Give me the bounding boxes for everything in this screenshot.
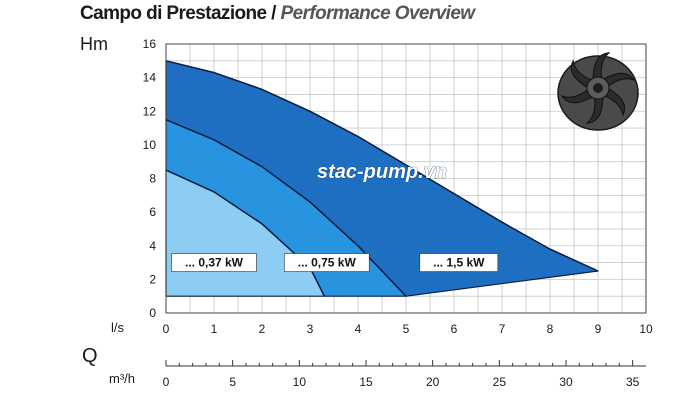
x-tick-label: 5 <box>403 322 410 336</box>
x-tick-label: 2 <box>259 322 266 336</box>
series-label-box <box>284 253 370 272</box>
area-upper-curve <box>165 60 599 272</box>
x-tick-label: 8 <box>547 322 554 336</box>
chart-title: Campo di Prestazione / Performance Overv… <box>80 3 475 25</box>
x-axis-unit-label: l/s <box>111 320 125 335</box>
y-tick-label: 14 <box>143 71 157 85</box>
series-label-box <box>419 253 499 272</box>
x-tick-label: 10 <box>639 322 653 336</box>
x-tick-label: 4 <box>355 322 362 336</box>
series-label: ... 1,5 kW <box>433 256 485 270</box>
x-tick-label: 3 <box>307 322 314 336</box>
secondary-x-tick-label: 25 <box>493 375 507 389</box>
secondary-x-tick-label: 5 <box>229 375 236 389</box>
watermark: stac-pump.vn <box>317 161 447 183</box>
secondary-x-tick-label: 10 <box>293 375 307 389</box>
series-label-box <box>171 253 257 272</box>
y-axis-label: Hm <box>80 34 108 54</box>
secondary-x-tick-label: 35 <box>626 375 640 389</box>
secondary-x-tick-label: 0 <box>163 375 170 389</box>
y-tick-label: 10 <box>143 138 157 152</box>
y-tick-label: 0 <box>149 306 156 320</box>
y-tick-label: 6 <box>149 205 156 219</box>
flow-symbol-label: Q <box>82 345 98 367</box>
plot-frame <box>165 43 647 314</box>
y-tick-label: 16 <box>143 37 157 51</box>
title-main: Campo di Prestazione <box>80 3 267 24</box>
y-tick-label: 4 <box>149 239 156 253</box>
title-separator: / <box>266 3 281 24</box>
x-tick-label: 1 <box>211 322 218 336</box>
x-tick-label: 0 <box>163 322 170 336</box>
series-label: ... 0,75 kW <box>298 256 357 270</box>
y-tick-label: 2 <box>149 272 156 286</box>
secondary-x-tick-label: 15 <box>359 375 373 389</box>
impeller-bore <box>593 83 603 93</box>
y-tick-label: 12 <box>143 104 157 118</box>
impeller-icon <box>557 52 639 131</box>
x-tick-label: 9 <box>595 322 602 336</box>
y-tick-label: 8 <box>149 172 156 186</box>
secondary-x-tick-label: 20 <box>426 375 440 389</box>
series-label: ... 0,37 kW <box>185 256 244 270</box>
title-sub: Performance Overview <box>280 3 476 24</box>
area-upper-curve <box>165 169 326 297</box>
x-tick-label: 6 <box>451 322 458 336</box>
x-tick-label: 7 <box>499 322 506 336</box>
secondary-x-axis-unit-label: m³/h <box>109 371 135 386</box>
secondary-x-tick-label: 30 <box>559 375 573 389</box>
